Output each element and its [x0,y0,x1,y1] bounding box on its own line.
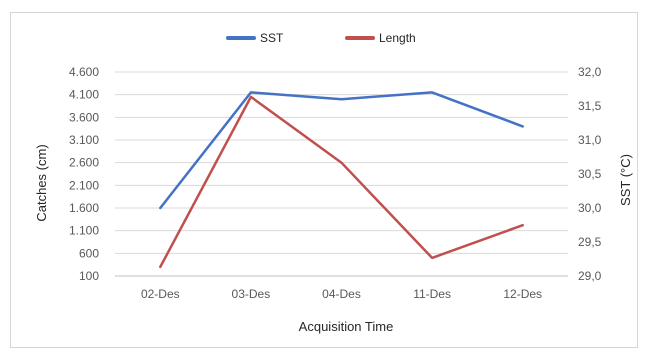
x-tick-label: 11-Des [413,287,451,301]
left-tick-label: 100 [79,269,99,283]
series-lines [159,91,524,269]
left-tick-label: 2.600 [69,156,99,170]
x-tick-label: 12-Des [503,287,542,301]
chart-frame [10,12,638,348]
left-tick-label: 1.100 [69,224,99,238]
legend-label-sst: SST [260,31,284,45]
right-tick-label: 29,5 [578,235,602,249]
x-tick-label: 03-Des [232,287,271,301]
x-tick-label: 04-Des [322,287,361,301]
right-tick-label: 30,0 [578,201,602,215]
x-axis-title: Acquisition Time [299,319,394,334]
left-tick-label: 1.600 [69,201,99,215]
right-axis-title: SST (°C) [618,154,633,206]
left-axis-ticks: 100 600 1.100 1.600 2.100 2.600 3.100 3.600 4.10… [69,65,99,283]
right-tick-label: 31,0 [578,133,602,147]
series-line-length [159,95,524,269]
series-line-sst [159,91,524,210]
legend-label-length: Length [379,31,416,45]
right-tick-label: 31,5 [578,99,602,113]
left-tick-label: 3.600 [69,110,99,124]
right-tick-label: 30,5 [578,167,602,181]
legend: SST Length [226,31,416,45]
left-tick-label: 600 [79,246,99,260]
left-tick-label: 4.600 [69,65,99,79]
x-axis-ticks: 02-Des 03-Des 04-Des 11-Des 12-Des [141,287,542,301]
left-tick-label: 3.100 [69,133,99,147]
left-tick-label: 2.100 [69,178,99,192]
left-tick-label: 4.100 [69,88,99,102]
right-axis-ticks: 29,0 29,5 30,0 30,5 31,0 31,5 32,0 [578,65,602,283]
x-tick-label: 02-Des [141,287,180,301]
right-tick-label: 29,0 [578,269,602,283]
right-tick-label: 32,0 [578,65,602,79]
left-axis-title: Catches (cm) [34,144,49,221]
gridlines [115,71,568,277]
